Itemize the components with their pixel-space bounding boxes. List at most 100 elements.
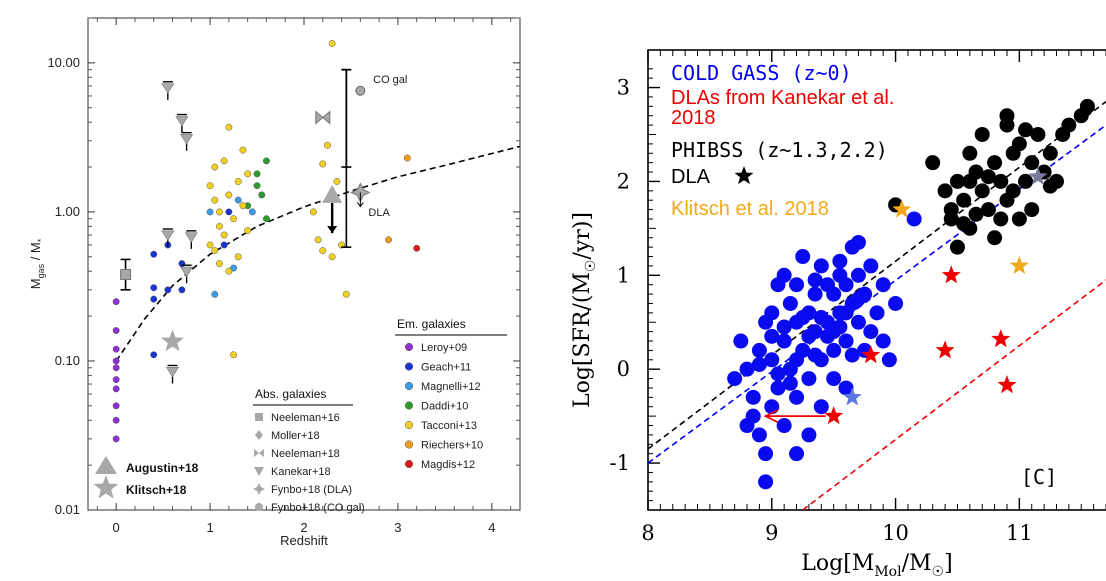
legend-label: Magdis+12	[421, 459, 475, 471]
data-point	[764, 399, 780, 415]
data-point	[230, 215, 238, 223]
data-point	[161, 329, 184, 352]
data-point	[225, 208, 233, 216]
data-point	[161, 83, 175, 94]
data-point	[733, 333, 749, 349]
x-axis-title: Redshift	[280, 533, 328, 548]
data-point	[1042, 145, 1058, 161]
data-point	[244, 227, 252, 234]
data-point	[758, 474, 774, 490]
data-point	[974, 183, 990, 199]
data-point	[1011, 136, 1027, 152]
data-point	[1024, 202, 1040, 218]
data-point	[764, 352, 780, 368]
legend-absorption-title: Abs. galaxies	[255, 387, 326, 401]
data-point	[999, 108, 1015, 124]
y-axis-title-part: ☉	[583, 260, 599, 273]
data-point	[324, 141, 331, 149]
data-point	[751, 342, 767, 358]
data-point	[789, 446, 805, 462]
data-point	[314, 236, 322, 244]
data-point	[161, 230, 175, 241]
legend-klitsch: Klitsch+18	[93, 475, 187, 499]
data-point	[220, 157, 228, 165]
data-point	[225, 191, 233, 199]
y-axis-title-part: /yr)]	[570, 212, 595, 260]
legend-label: Neeleman+18	[271, 448, 340, 460]
data-point	[230, 351, 238, 359]
y-tick-label: 1	[617, 263, 630, 287]
legend-label: Magnelli+12	[421, 381, 481, 393]
legend-label: Leroy+09	[421, 342, 467, 354]
legend-label: Riechers+10	[421, 440, 483, 452]
data-point	[795, 249, 811, 265]
data-point	[309, 208, 317, 216]
data-point	[253, 182, 261, 190]
data-point	[1042, 178, 1058, 194]
legend-marker	[255, 503, 263, 511]
legend-label: Moller+18	[271, 430, 320, 442]
data-point	[813, 399, 829, 415]
data-point	[211, 247, 219, 255]
data-point	[993, 211, 1009, 227]
data-point	[234, 178, 242, 185]
y-tick-label: 3	[617, 76, 630, 100]
data-point	[937, 183, 953, 199]
y-tick-label: 0	[617, 357, 630, 381]
data-point	[164, 286, 172, 294]
data-point	[850, 267, 866, 283]
series-geach-11	[150, 208, 233, 359]
data-point	[819, 277, 835, 293]
legend-marker	[404, 381, 414, 391]
data-point	[216, 222, 223, 230]
data-point	[248, 208, 256, 216]
x-axis-title-part: Log[M	[801, 551, 874, 576]
legend-label: Daddi+10	[421, 401, 468, 413]
data-point	[1061, 117, 1077, 133]
x-tick-label: 3	[394, 520, 401, 535]
data-point	[239, 146, 247, 154]
data-point	[764, 328, 780, 344]
data-point	[1030, 126, 1046, 142]
data-point	[180, 134, 194, 145]
legend-marker	[404, 440, 414, 449]
data-point	[869, 305, 885, 321]
limit-arrow-head	[763, 409, 778, 423]
data-point	[112, 357, 120, 365]
x-tick-label: 2	[300, 520, 307, 535]
data-point	[881, 352, 897, 368]
data-point	[315, 110, 324, 125]
y-tick-label: 10.00	[47, 55, 80, 70]
data-point	[751, 356, 767, 372]
data-point	[112, 402, 120, 410]
data-point	[150, 295, 158, 303]
data-point	[906, 211, 922, 227]
legend-label: Neeleman+16	[271, 412, 340, 424]
data-point	[206, 182, 214, 190]
legend-label: Fynbo+18 (DLA)	[271, 484, 352, 496]
series-klitsch-et-al-2018	[892, 199, 1029, 274]
data-point	[861, 345, 881, 364]
data-point	[220, 241, 228, 249]
data-point	[112, 435, 120, 443]
data-point	[758, 446, 774, 462]
fit-line	[802, 279, 1106, 510]
data-point	[178, 286, 186, 294]
y-axis-title-part: Log[SFR/(M	[570, 272, 595, 408]
data-point	[888, 295, 904, 311]
data-point	[180, 266, 194, 278]
left-plot-frame	[87, 17, 521, 511]
data-point	[262, 157, 270, 165]
legend-augustin: Augustin+18	[95, 456, 199, 475]
x-tick-label: 11	[1006, 521, 1033, 545]
legend-label: Tacconi+13	[421, 420, 477, 432]
series-phibss	[888, 98, 1095, 255]
legend-marker	[93, 475, 119, 499]
data-point	[789, 352, 805, 368]
series-tacconi-13	[206, 39, 350, 359]
data-point	[997, 375, 1017, 394]
data-point	[782, 375, 798, 391]
y-axis-title: Log[SFR/(M☉/yr)]	[570, 212, 599, 408]
data-point	[211, 163, 219, 171]
data-point	[206, 241, 214, 249]
